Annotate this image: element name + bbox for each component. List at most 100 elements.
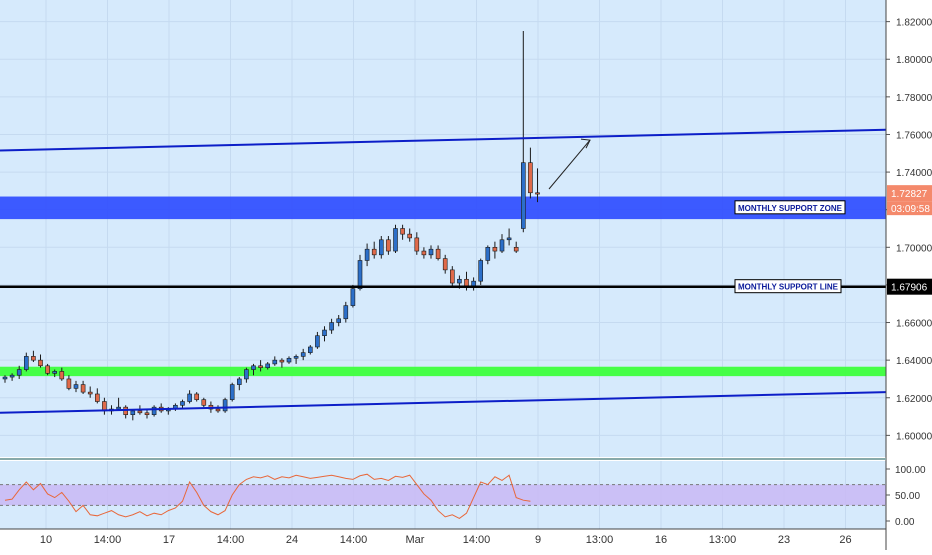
candle-body bbox=[343, 305, 349, 320]
candle-body bbox=[435, 248, 441, 259]
countdown-label: 03:09:58 bbox=[891, 204, 930, 215]
candle-body bbox=[428, 248, 434, 256]
price-tick-label: 1.64000 bbox=[896, 356, 932, 367]
candle-body bbox=[123, 406, 128, 415]
rsi-band bbox=[0, 484, 886, 506]
candle-body bbox=[293, 356, 299, 359]
rsi-tick-label: 100.00 bbox=[895, 465, 926, 476]
time-tick-label: 16 bbox=[655, 534, 667, 546]
support-line-label-box bbox=[734, 279, 842, 294]
candles-layer bbox=[2, 31, 540, 421]
time-tick-label: 14:00 bbox=[94, 534, 122, 546]
price-tick-label: 1.66000 bbox=[896, 319, 932, 330]
candle-body bbox=[187, 393, 192, 402]
candle-body bbox=[215, 408, 221, 412]
candle-body bbox=[52, 371, 58, 374]
zone-band bbox=[0, 196, 886, 220]
price-pane-background bbox=[0, 0, 886, 457]
candle-body bbox=[66, 378, 72, 389]
support-line-price-box bbox=[887, 278, 932, 295]
candle-body bbox=[478, 260, 484, 282]
candle-body bbox=[38, 359, 43, 367]
time-axis-background bbox=[0, 529, 886, 550]
price-tick-label: 1.60000 bbox=[896, 431, 932, 442]
candle-body bbox=[350, 288, 356, 306]
price-tick-label: 1.62000 bbox=[896, 394, 932, 405]
candle-body bbox=[400, 228, 405, 235]
time-tick-label: 26 bbox=[839, 534, 851, 546]
support-line-price-label: 1.67906 bbox=[891, 283, 928, 294]
time-tick-label: 14:00 bbox=[340, 534, 368, 546]
candle-body bbox=[279, 359, 285, 363]
price-tick-label: 1.82000 bbox=[896, 18, 932, 29]
time-tick-label: Mar bbox=[406, 534, 425, 546]
price-tick-label: 1.74000 bbox=[896, 168, 932, 179]
rsi-tick-label: 0.00 bbox=[895, 517, 915, 528]
time-tick-label: 23 bbox=[778, 534, 790, 546]
candle-body bbox=[229, 384, 235, 400]
candle-body bbox=[222, 399, 228, 412]
candle-body bbox=[393, 228, 398, 252]
candle-body bbox=[31, 356, 36, 361]
candle-body bbox=[116, 406, 121, 410]
candle-body bbox=[520, 162, 526, 229]
time-tick-label: 14:00 bbox=[463, 534, 491, 546]
candle-body bbox=[457, 278, 462, 284]
candle-body bbox=[201, 399, 207, 406]
candle-body bbox=[528, 162, 533, 194]
candle-body bbox=[272, 359, 278, 365]
candle-body bbox=[45, 365, 50, 374]
support-line-label: MONTHLY SUPPORT LINE bbox=[738, 283, 839, 292]
candle-body bbox=[23, 356, 29, 370]
trendline bbox=[0, 128, 887, 152]
candle-body bbox=[251, 365, 256, 370]
candle-body bbox=[16, 369, 22, 376]
overlays-layer: MONTHLY SUPPORT LINE MONTHLY SUPPORT ZONE bbox=[0, 128, 887, 414]
candle-body bbox=[9, 374, 15, 378]
price-tick-label: 1.70000 bbox=[896, 243, 932, 254]
candle-body bbox=[371, 248, 377, 256]
candle-body bbox=[130, 410, 136, 415]
time-tick-label: 13:00 bbox=[586, 534, 614, 546]
candle-body bbox=[300, 352, 306, 357]
candle-body bbox=[73, 384, 79, 389]
zone-band bbox=[0, 366, 886, 377]
candle-body bbox=[407, 233, 413, 239]
candle-body bbox=[513, 247, 519, 252]
time-tick-label: 10 bbox=[40, 534, 52, 546]
candle-body bbox=[414, 237, 420, 252]
candle-body bbox=[492, 247, 498, 252]
candle-body bbox=[244, 369, 249, 380]
candle-body bbox=[87, 391, 93, 395]
candle-body bbox=[506, 237, 512, 241]
candle-body bbox=[499, 239, 505, 252]
price-axis-background bbox=[886, 0, 932, 550]
candle-body bbox=[378, 239, 384, 256]
candle-body bbox=[315, 335, 320, 348]
support-zone-label: MONTHLY SUPPORT ZONE bbox=[738, 204, 843, 213]
candle-body bbox=[364, 248, 370, 261]
candle-body bbox=[421, 250, 427, 256]
zones-layer bbox=[0, 196, 886, 377]
candle-body bbox=[151, 406, 157, 415]
candle-body bbox=[485, 247, 491, 261]
current-price-label: 1.72827 bbox=[891, 189, 928, 200]
trendline bbox=[0, 391, 887, 414]
candle-body bbox=[329, 322, 334, 331]
time-tick-label: 9 bbox=[535, 534, 541, 546]
time-tick-label: 13:00 bbox=[709, 534, 737, 546]
candle-body bbox=[442, 258, 448, 271]
candle-body bbox=[265, 363, 271, 368]
candle-body bbox=[95, 393, 100, 402]
candle-body bbox=[137, 410, 143, 414]
candle-body bbox=[449, 269, 455, 284]
candle-body bbox=[258, 365, 263, 368]
time-tick-label: 24 bbox=[286, 534, 298, 546]
price-tick-label: 1.78000 bbox=[896, 93, 932, 104]
price-tick-label: 1.80000 bbox=[896, 55, 932, 66]
time-tick-label: 14:00 bbox=[217, 534, 245, 546]
candle-body bbox=[2, 376, 8, 380]
rsi-pane bbox=[0, 473, 886, 519]
